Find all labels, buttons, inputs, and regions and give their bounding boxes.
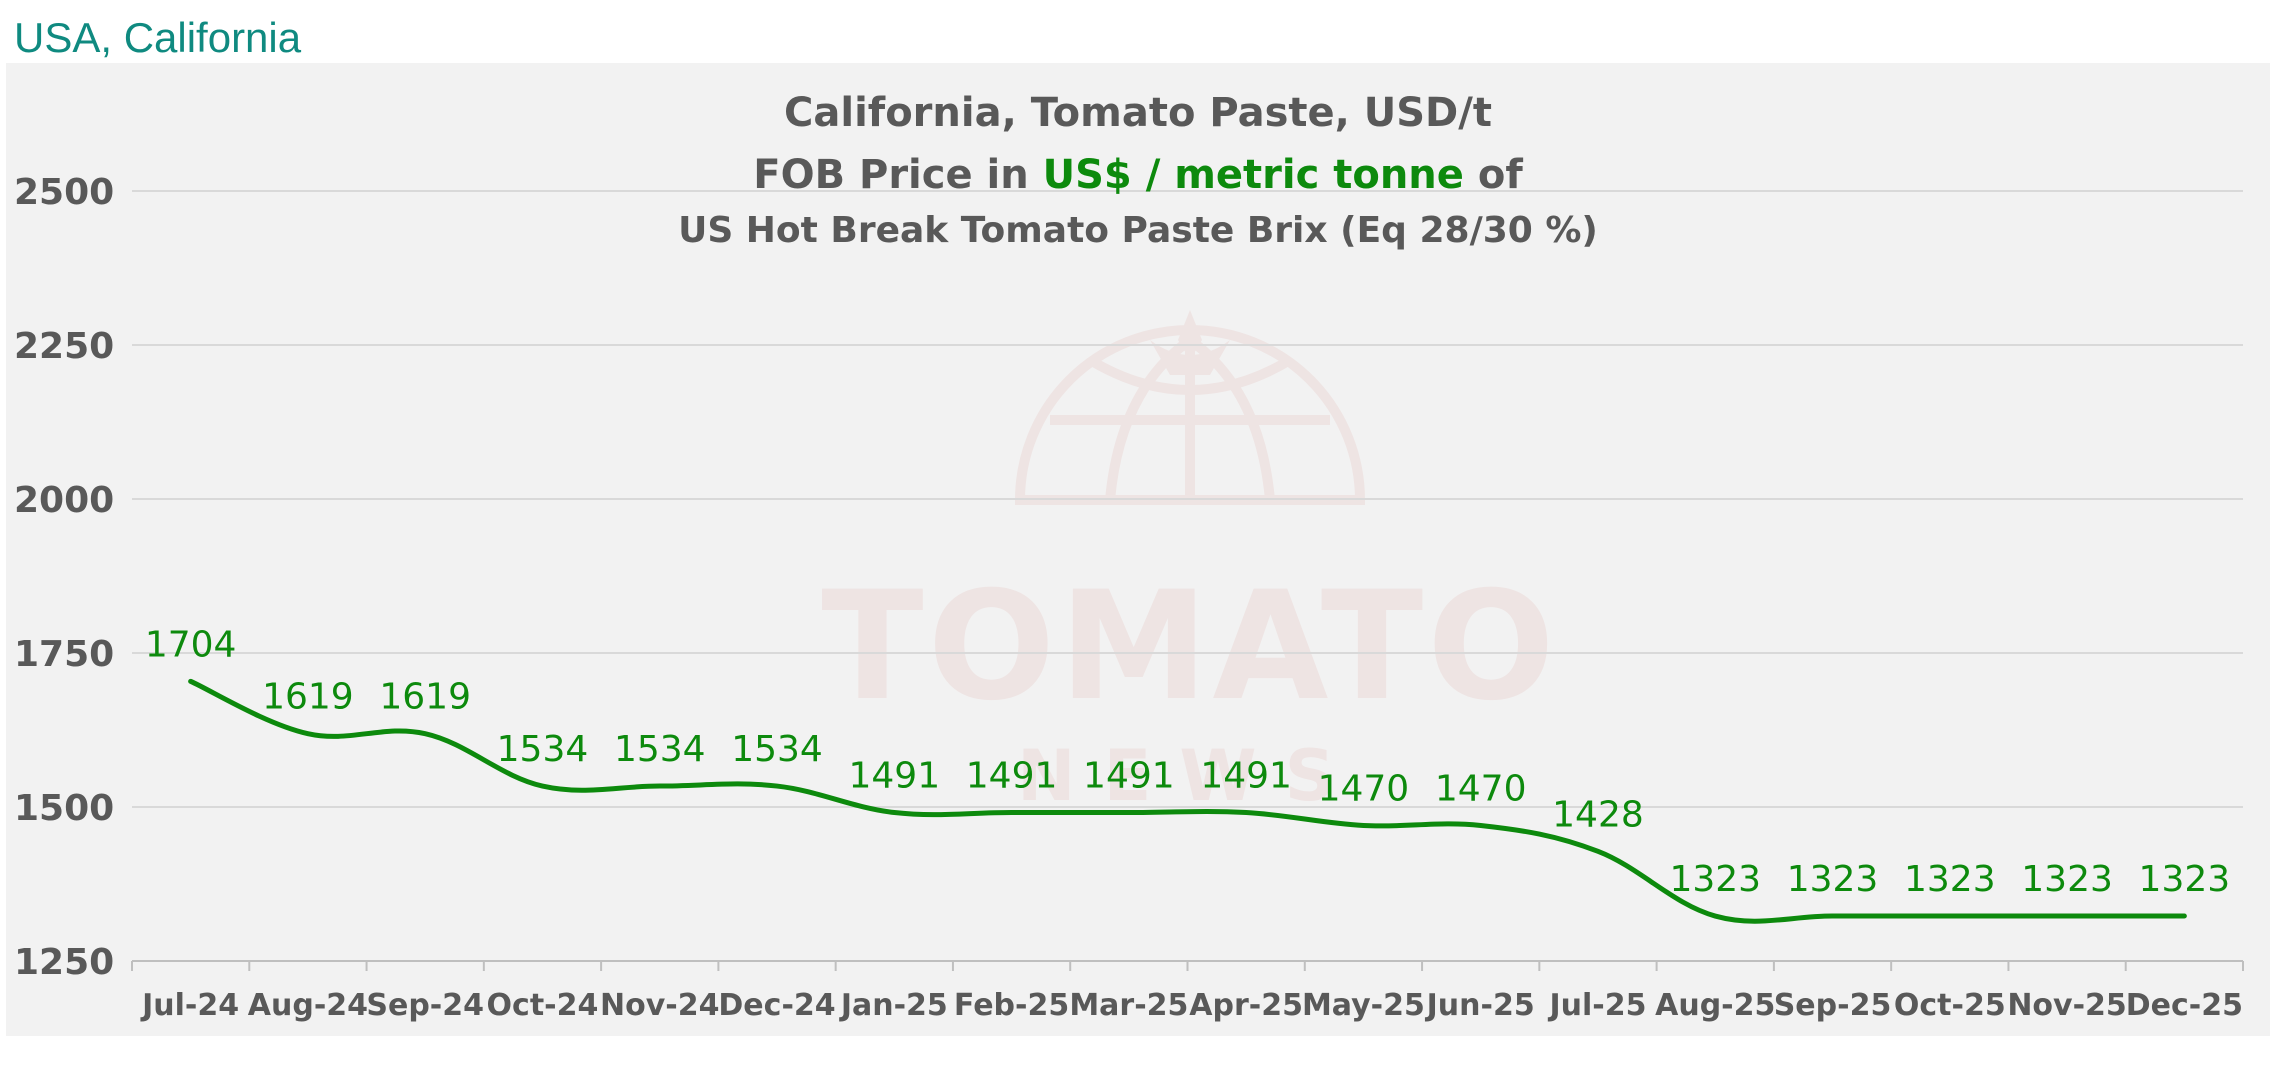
x-tick-label: Nov-25 <box>2007 988 2126 1023</box>
data-label: 1323 <box>2021 859 2113 900</box>
data-label: 1534 <box>614 729 706 770</box>
x-tick-label: Feb-25 <box>954 988 1069 1023</box>
x-tick-label: Nov-24 <box>600 988 719 1023</box>
x-tick-label: Dec-24 <box>718 988 835 1023</box>
region-label: USA, California <box>14 14 302 61</box>
x-tick-label: Dec-25 <box>2126 988 2243 1023</box>
data-label: 1619 <box>262 677 354 718</box>
y-tick-label: 1500 <box>14 788 114 829</box>
data-label: 1428 <box>1552 794 1644 835</box>
data-label: 1534 <box>497 729 589 770</box>
watermark-logo <box>1014 310 1366 505</box>
data-labels: 1704 1619 1619 1534 1534 1534 1491 1491 1491 1491… <box>145 624 2230 900</box>
y-axis-ticks: 1250 1500 1750 2000 2250 2500 <box>14 172 114 983</box>
watermark-subtext: NEWS <box>1016 735 1364 817</box>
x-tick-label: Sep-24 <box>366 988 484 1023</box>
data-label: 1323 <box>1904 859 1996 900</box>
data-label: 1470 <box>1435 768 1527 809</box>
data-label: 1323 <box>2139 859 2231 900</box>
data-label: 1491 <box>1200 756 1292 797</box>
x-tick-label: Apr-25 <box>1189 988 1303 1023</box>
data-label: 1491 <box>966 756 1058 797</box>
subtitle-unit: US$ / metric tonne <box>1042 152 1464 198</box>
x-tick-label: Oct-25 <box>1894 988 2006 1023</box>
subtitle-prefix: FOB Price in <box>753 152 1043 198</box>
subtitle-suffix: of <box>1463 152 1523 198</box>
y-tick-label: 2250 <box>14 326 114 367</box>
gridlines <box>132 190 2243 808</box>
y-tick-label: 2500 <box>14 172 114 213</box>
data-label: 1534 <box>731 729 823 770</box>
x-tick-label: Jan-25 <box>839 988 948 1023</box>
data-label: 1619 <box>379 677 471 718</box>
chart-title: California, Tomato Paste, USD/t <box>784 90 1492 136</box>
data-label: 1491 <box>848 756 940 797</box>
x-tick-label: Jun-25 <box>1425 988 1535 1023</box>
x-tick-label: Sep-25 <box>1774 988 1892 1023</box>
chart-description: US Hot Break Tomato Paste Brix (Eq 28/30… <box>678 210 1598 251</box>
data-label: 1323 <box>1787 859 1879 900</box>
y-tick-label: 1250 <box>14 942 114 983</box>
y-tick-label: 1750 <box>14 634 114 675</box>
data-label: 1491 <box>1083 756 1175 797</box>
chart-panel <box>6 63 2270 1036</box>
series-line-path <box>188 678 2187 924</box>
chart-subtitle: FOB Price in US$ / metric tonne of <box>0 152 2276 198</box>
y-tick-label: 2000 <box>14 480 114 521</box>
x-tick-label: May-25 <box>1302 988 1425 1023</box>
x-axis <box>131 960 2244 971</box>
series-line <box>188 678 2187 924</box>
x-tick-label: Jul-24 <box>140 988 239 1023</box>
watermark-text: TOMATO <box>821 560 1559 734</box>
data-label: 1323 <box>1669 859 1761 900</box>
x-tick-label: Jul-25 <box>1547 988 1646 1023</box>
x-tick-label: Oct-24 <box>487 988 599 1023</box>
data-label: 1704 <box>145 624 237 665</box>
x-tick-label: Aug-24 <box>248 988 368 1023</box>
x-tick-label: Mar-25 <box>1069 988 1188 1023</box>
data-label: 1470 <box>1318 768 1410 809</box>
x-tick-label: Aug-25 <box>1655 988 1775 1023</box>
